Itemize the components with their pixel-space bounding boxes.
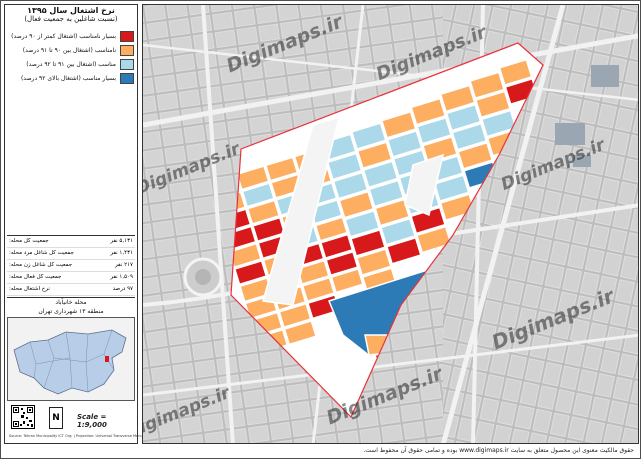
legend-item-poor: نامناسب (اشتغال بین ۹۰ تا ۹۱ درصد) <box>8 44 134 56</box>
swatch-very-good <box>120 72 134 84</box>
legend-item-very-poor: بسیار نامناسب (اشتغال کمتر از ۹۰ درصد) <box>8 30 134 42</box>
stat-row: جمعیت کل شاغل زن محله: ۲۱۷ نفر <box>7 260 135 272</box>
map-canvas[interactable] <box>143 5 639 444</box>
stat-row: جمعیت کل شاغل مرد محله: ۱,۴۳۱ نفر <box>7 248 135 260</box>
building-east <box>591 65 619 87</box>
stats-table: جمعیت کل محله: ۵,۱۳۱ نفر جمعیت کل شاغل مر… <box>7 235 135 296</box>
location-subtitle: منطقه ۱۳ شهرداری تهران <box>38 308 104 315</box>
location-header: محله خانیآباد منطقه ۱۳ شهرداری تهران <box>7 297 135 316</box>
inset-highlight <box>105 356 109 362</box>
legend-label: بسیار مناسب (اشتغال بالای ۹۲ درصد) <box>20 74 116 82</box>
stat-row: نرخ اشتغال محله: ۹۷ درصد <box>7 284 135 296</box>
source-credit: Source: Tehran Municipality ICT Org. | P… <box>9 434 149 438</box>
legend-title: نرخ اشتغال سال ۱۳۹۵ <box>27 6 115 15</box>
copyright-note: حقوق مالکیت معنوی این محصول متعلق به سای… <box>363 447 634 454</box>
neighbourhood-boundary <box>230 42 544 419</box>
swatch-poor <box>120 44 134 56</box>
legend-item-good: مناسب (اشتغال بین ۹۱ تا ۹۲ درصد) <box>8 58 134 70</box>
building-east <box>573 155 591 167</box>
scale-label: Scale = 1:9,000 <box>77 413 107 429</box>
north-arrow-icon: N <box>49 407 63 429</box>
legend-item-very-good: بسیار مناسب (اشتغال بالای ۹۲ درصد) <box>8 72 134 84</box>
stat-row: جمعیت کل محله: ۵,۱۳۱ نفر <box>7 236 135 248</box>
stat-row: جمعیت کل فعال محله: ۱,۵۰۹ نفر <box>7 272 135 284</box>
qr-code <box>11 405 35 429</box>
swatch-good <box>120 58 134 70</box>
open-space <box>404 153 445 217</box>
legend-label: نامناسب (اشتغال بین ۹۰ تا ۹۱ درصد) <box>22 46 116 54</box>
building-east <box>555 123 585 145</box>
roundabout-center <box>195 269 211 285</box>
legend-label: بسیار نامناسب (اشتغال کمتر از ۹۰ درصد) <box>11 32 116 40</box>
legend-label: مناسب (اشتغال بین ۹۱ تا ۹۲ درصد) <box>26 60 116 68</box>
inset-locator-map <box>7 317 135 401</box>
map-panel[interactable]: Digimaps.ir Digimaps.ir Digimaps.ir Digi… <box>142 4 639 444</box>
tehran-outline <box>13 329 127 395</box>
swatch-very-poor <box>120 30 134 42</box>
legend-panel: نرخ اشتغال سال ۱۳۹۵ (نسبت شاغلین به جمعی… <box>4 4 149 444</box>
legend-subtitle: (نسبت شاغلین به جمعیت فعال) <box>24 15 118 23</box>
corridor <box>262 115 341 306</box>
legend-footer: N Scale = 1:9,000 Source: Tehran Municip… <box>7 403 149 443</box>
location-title: محله خانیآباد <box>55 299 87 306</box>
